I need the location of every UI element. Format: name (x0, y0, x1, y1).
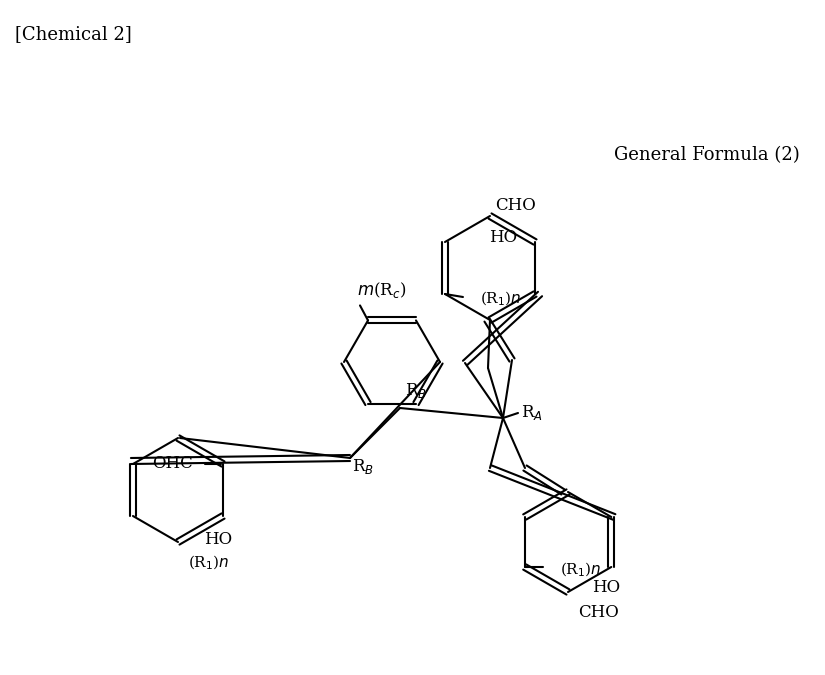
Text: (R$_1$)$n$: (R$_1$)$n$ (480, 290, 521, 308)
Text: R$_B$: R$_B$ (405, 381, 427, 400)
Text: HO: HO (489, 229, 517, 246)
Text: CHO: CHO (578, 604, 619, 621)
Text: R$_B$: R$_B$ (352, 457, 374, 476)
Text: $m$(R$_c$): $m$(R$_c$) (356, 280, 406, 300)
Text: HO: HO (592, 579, 620, 596)
Text: CHO: CHO (495, 198, 535, 215)
Text: [Chemical 2]: [Chemical 2] (15, 25, 132, 43)
Text: (R$_1$)$n$: (R$_1$)$n$ (188, 554, 229, 572)
Text: (R$_1$)$n$: (R$_1$)$n$ (559, 561, 601, 579)
Text: OHC: OHC (153, 456, 193, 472)
Text: HO: HO (204, 531, 232, 548)
Text: R$_A$: R$_A$ (521, 404, 543, 423)
Text: General Formula (2): General Formula (2) (615, 146, 800, 164)
